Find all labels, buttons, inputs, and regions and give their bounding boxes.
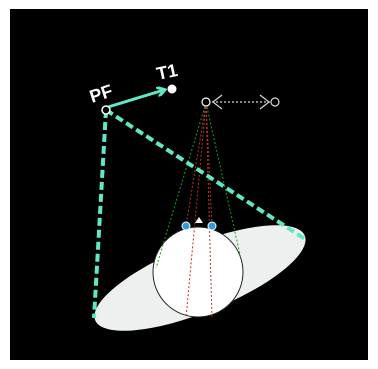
pf-label: PF [87,81,115,107]
left-eye-dot-icon[interactable] [181,221,191,231]
t1-point-icon[interactable] [167,84,177,94]
pf-to-t1-arrow [107,90,164,109]
drag-handle-icon[interactable] [212,94,280,110]
green-frustum-lines [155,102,242,269]
nose-marker-icon [195,217,203,223]
right-eye-dot-icon[interactable] [207,221,217,231]
red-sight-lines [185,102,213,319]
pf-point-icon[interactable] [101,105,111,115]
aqua-dashed-lines [92,108,307,319]
camera-point-icon[interactable] [201,97,211,107]
head-circle [152,226,244,318]
t1-label: T1 [155,60,180,84]
